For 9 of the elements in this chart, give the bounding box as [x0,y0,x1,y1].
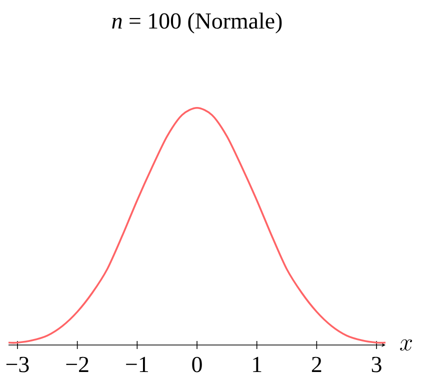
x-tick-label: −1 [126,356,148,372]
x-tick-label: 1 [253,356,262,372]
x-tick-label: −3 [6,356,29,372]
x-axis-title: $x$ [400,339,412,351]
chart-title: n = 100 (Normale) [112,12,282,34]
x-tick-label: 2 [312,356,322,372]
x-tick-label: −2 [66,356,88,372]
x-tick-label: 3 [372,356,382,372]
x-tick-label: 0 [192,356,202,372]
